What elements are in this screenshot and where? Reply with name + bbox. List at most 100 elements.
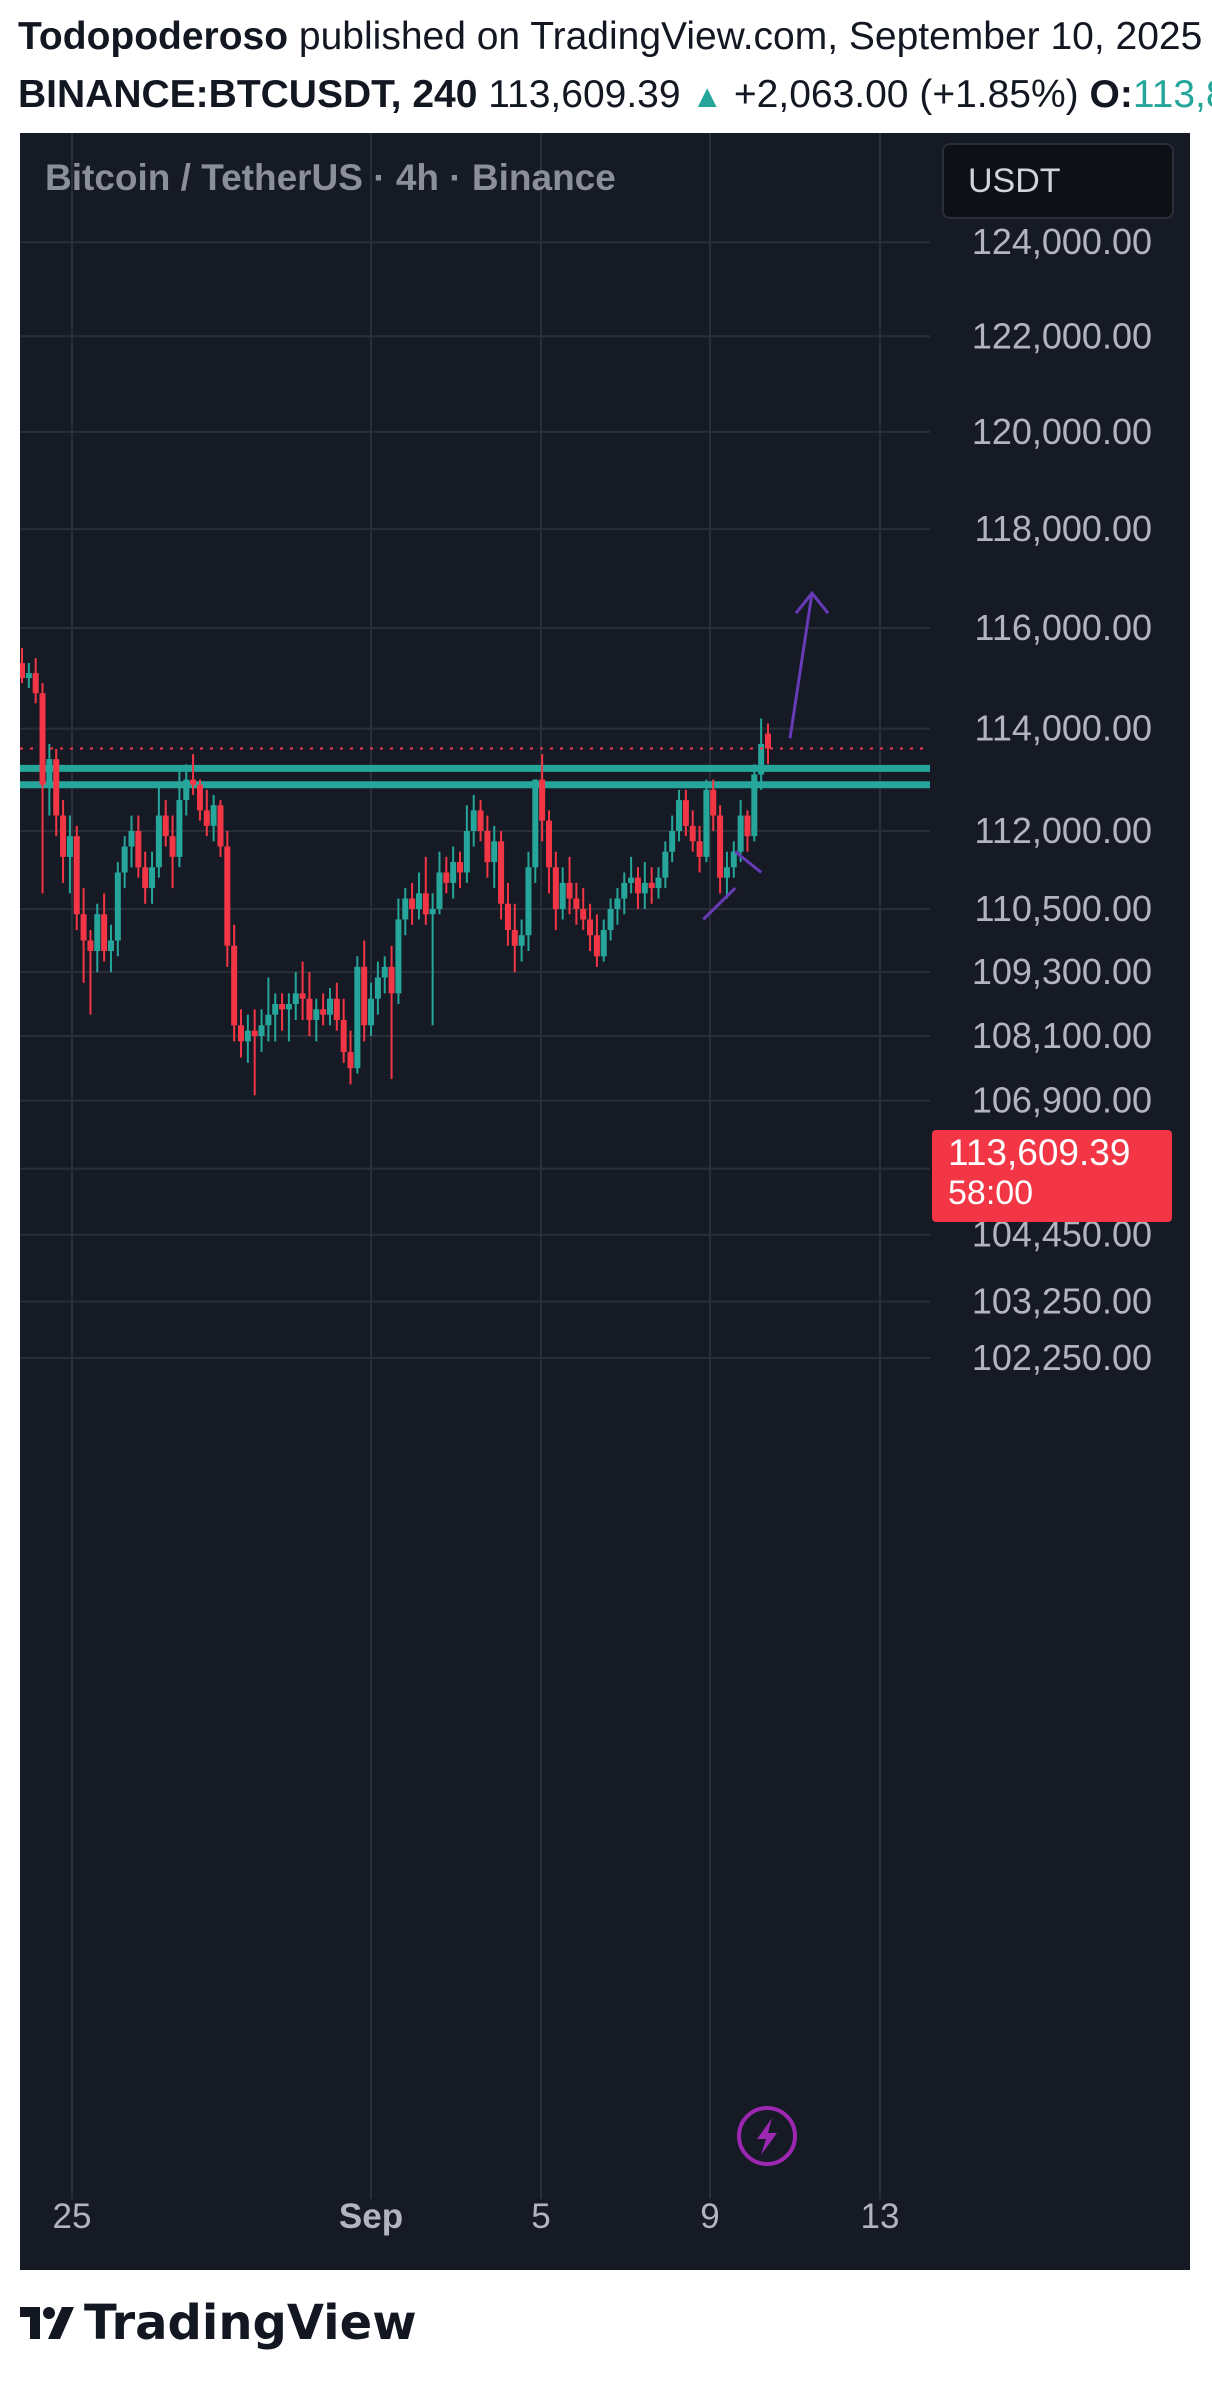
candle-body (39, 693, 46, 785)
candle-body (730, 851, 737, 868)
price-axis-label: 124,000.00 (972, 221, 1152, 262)
candle-body (395, 919, 402, 994)
candle-body (258, 1025, 265, 1037)
candle-body (155, 815, 162, 868)
annotation-mark (702, 850, 763, 921)
candle-body (60, 815, 67, 857)
candle-body (525, 867, 532, 936)
candle-body (648, 882, 655, 889)
candle-body (25, 673, 32, 679)
symbol-label: BINANCE:BTCUSDT, 240 (18, 73, 478, 116)
candle-body (162, 815, 169, 837)
candle-body (737, 815, 744, 852)
current-price-badge: 113,609.39 58:00 (932, 1130, 1172, 1222)
candle-body (46, 759, 53, 785)
candle-body (450, 862, 457, 883)
candle-body (511, 929, 518, 946)
candle-body (53, 759, 60, 816)
price-axis-label: 110,500.00 (974, 888, 1152, 929)
candle-body (717, 815, 724, 878)
candle-body (552, 867, 559, 909)
candle-body (66, 836, 73, 857)
candle-body (80, 914, 87, 941)
candle-body (573, 898, 580, 909)
footer: TradingView (18, 2290, 417, 2356)
candle-body (614, 898, 621, 909)
candle-body (402, 898, 409, 920)
candle-body (101, 914, 108, 952)
candle-body (333, 998, 340, 1020)
candle-body (231, 945, 238, 1026)
candle-body (415, 893, 422, 909)
candle-body (634, 877, 641, 894)
candle-body (210, 805, 217, 826)
candle-body (128, 831, 135, 847)
candle-body (244, 1030, 251, 1042)
candle-body (169, 836, 176, 857)
bar-countdown: 58:00 (948, 1174, 1034, 1212)
price-axis-label: 108,100.00 (972, 1015, 1152, 1056)
currency-selector-button[interactable]: USDT (942, 143, 1174, 219)
price-axis-label: 106,900.00 (972, 1080, 1152, 1121)
candle-body (251, 1030, 258, 1037)
projection-arrow (788, 592, 814, 739)
candle-body (443, 872, 450, 883)
candle-body (224, 846, 231, 946)
candle-body (238, 1025, 245, 1042)
candle-body (121, 846, 128, 873)
candle-body (580, 908, 587, 920)
candle-body (292, 993, 299, 1005)
candle-body (196, 784, 203, 811)
price-axis-label: 112,000.00 (974, 810, 1152, 851)
price-badge-value: 113,609.39 (948, 1132, 1131, 1173)
tradingview-logo-icon (20, 2307, 74, 2339)
candle-body (703, 789, 710, 857)
candle-body (381, 966, 388, 978)
candle-body (374, 977, 381, 999)
candle-body (587, 919, 594, 936)
candle-body (203, 810, 210, 826)
candle-body (347, 1052, 354, 1069)
candle-body (710, 789, 717, 816)
candle-body (682, 800, 689, 826)
candle-body (73, 836, 80, 915)
candle-body (183, 779, 190, 801)
candle-body (641, 882, 648, 894)
open-label: O: (1089, 73, 1133, 116)
candle-body (388, 966, 395, 994)
candle-body (628, 877, 635, 883)
up-arrow-icon: ▲ (691, 78, 724, 114)
chart-panel[interactable]: 124,000.00 122,000.00 120,000.00 118,000.00… (20, 133, 1190, 2270)
price-axis-label: 120,000.00 (972, 411, 1152, 452)
candle-body (744, 815, 751, 837)
time-axis-label: 13 (861, 2197, 900, 2236)
candle-body (354, 966, 361, 1069)
candle-body (313, 1009, 320, 1020)
candle-body (142, 867, 149, 889)
candle-body (477, 810, 484, 831)
candle-body (429, 908, 436, 915)
price-axis-label: 103,250.00 (972, 1281, 1152, 1322)
candle-body (696, 841, 703, 857)
candle-body (463, 831, 470, 873)
author-name[interactable]: Todopoderoso (18, 15, 289, 58)
candle-body (655, 877, 662, 889)
candle-body (669, 831, 676, 852)
published-text: published on TradingView.com, September … (298, 15, 1212, 58)
candle-body (190, 779, 197, 785)
candle-body (457, 862, 464, 873)
candle-body (566, 882, 573, 899)
candle-body (539, 779, 546, 821)
candle-body (32, 673, 39, 694)
candle-body (518, 935, 525, 946)
candle-body (217, 805, 224, 847)
time-axis-label: 25 (53, 2197, 92, 2236)
candle-body (545, 820, 552, 868)
publication-header: Todopoderoso published on TradingView.co… (18, 8, 1212, 118)
candle-body (607, 908, 614, 930)
open-value: 113,853 (1132, 73, 1212, 116)
candle-body (87, 940, 94, 952)
price-axis-label: 118,000.00 (974, 508, 1152, 549)
candle-body (751, 774, 758, 837)
candle-body (621, 882, 628, 899)
